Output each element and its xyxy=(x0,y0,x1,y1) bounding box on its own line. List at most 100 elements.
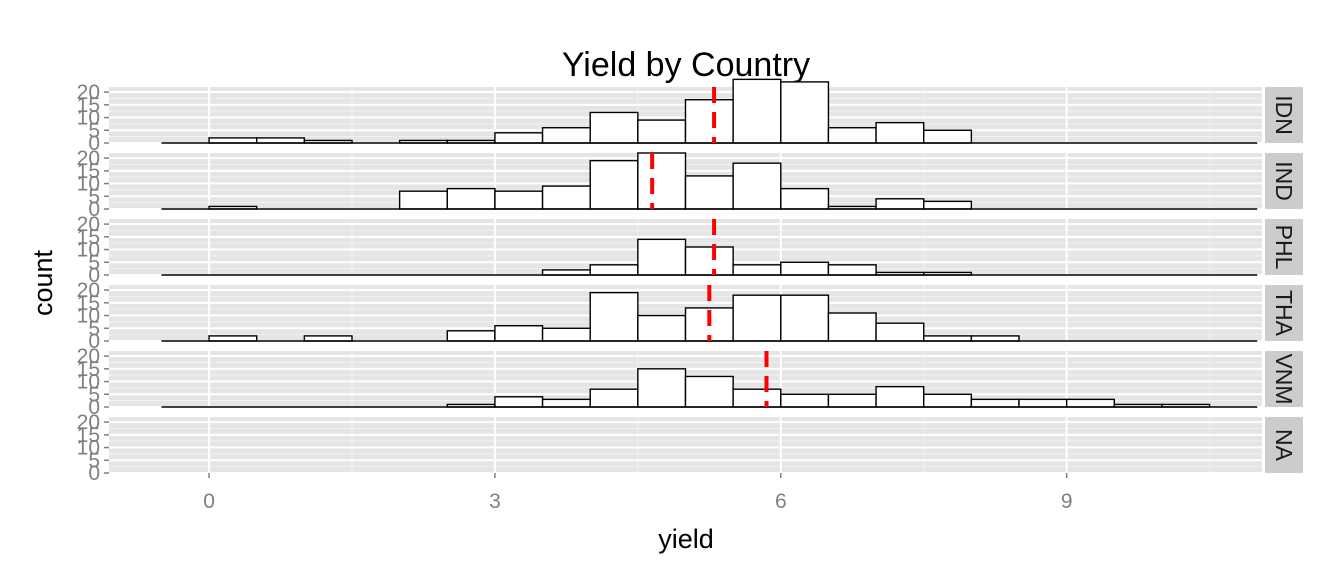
histogram-bar xyxy=(541,398,591,408)
histogram-bar xyxy=(875,121,925,144)
y-tick-label: 10 xyxy=(77,371,100,394)
histogram-bar xyxy=(827,393,877,408)
histogram-bar xyxy=(875,385,925,408)
x-axis: 0 3 6 9 xyxy=(203,473,1073,513)
histogram-bar xyxy=(875,198,925,210)
y-tick-label: 5 xyxy=(88,383,100,406)
chart-title: Yield by Country xyxy=(562,46,810,84)
facet-strip-label: VNM xyxy=(1271,353,1297,404)
histogram-bar xyxy=(780,81,830,144)
histogram-bar xyxy=(923,129,973,144)
histogram-bar xyxy=(1065,398,1116,408)
histogram-bar xyxy=(637,368,687,408)
histogram-bar xyxy=(827,127,877,144)
histogram-bar xyxy=(827,312,877,342)
histogram-bar xyxy=(398,190,448,210)
histogram-bar xyxy=(732,264,782,276)
histogram-bar xyxy=(446,330,496,342)
histogram-bar xyxy=(446,187,496,210)
histogram-bar xyxy=(732,78,782,144)
panel-background xyxy=(109,417,1262,473)
histogram-bar xyxy=(589,159,639,210)
histogram-bar xyxy=(732,162,782,210)
y-tick-label: 10 xyxy=(77,239,100,262)
facet-strip-label: IDN xyxy=(1271,95,1297,135)
histogram-bar xyxy=(589,264,639,276)
x-axis-title: yield xyxy=(658,524,714,554)
facet-panels: 05101520IDN05101520IND05101520PHL0510152… xyxy=(77,78,1303,485)
facet-strip xyxy=(1265,153,1303,209)
facet-strip xyxy=(1265,417,1303,473)
histogram-bar xyxy=(923,393,973,408)
histogram-bar xyxy=(684,375,734,408)
x-tick-label: 6 xyxy=(775,490,787,513)
facet-strip-label: NA xyxy=(1271,429,1297,462)
y-tick-label: 0 xyxy=(88,396,100,419)
histogram-bar xyxy=(780,294,830,342)
histogram-bar xyxy=(875,322,925,342)
histogram-bar xyxy=(684,99,734,144)
facet-strip-label: PHL xyxy=(1271,225,1297,270)
y-tick-label: 15 xyxy=(77,226,100,249)
histogram-bar xyxy=(780,393,830,408)
histogram-bar xyxy=(637,119,687,144)
histogram-bar xyxy=(494,132,544,144)
y-tick-label: 10 xyxy=(77,107,100,130)
y-axis-title: count xyxy=(28,249,58,316)
histogram-bar xyxy=(541,185,591,210)
facet-strip-label: IND xyxy=(1271,161,1297,201)
histogram-bar xyxy=(637,238,687,276)
facet-strip xyxy=(1265,285,1303,341)
histogram-bar xyxy=(1018,398,1068,408)
y-tick-label: 15 xyxy=(77,94,100,117)
y-tick-label: 0 xyxy=(88,462,100,485)
histogram-bar xyxy=(732,388,782,408)
y-tick-label: 5 xyxy=(88,251,100,274)
histogram-bar xyxy=(637,314,687,342)
facet-strip xyxy=(1265,87,1303,143)
facet-strip xyxy=(1265,219,1303,275)
y-tick-label: 10 xyxy=(77,305,100,328)
histogram-bar xyxy=(589,291,639,342)
y-tick-label: 5 xyxy=(88,449,100,472)
histogram-bar xyxy=(732,294,782,342)
y-tick-label: 20 xyxy=(77,147,100,170)
x-tick-label: 3 xyxy=(489,490,501,513)
histogram-bar xyxy=(827,264,877,276)
facet-strip-label: THA xyxy=(1271,290,1297,337)
y-tick-label: 5 xyxy=(88,119,100,142)
histogram-bar xyxy=(923,200,973,210)
y-tick-label: 0 xyxy=(88,330,100,353)
y-tick-label: 10 xyxy=(77,437,100,460)
y-tick-label: 0 xyxy=(88,264,100,287)
histogram-bar xyxy=(780,261,830,276)
x-tick-label: 9 xyxy=(1061,490,1073,513)
y-tick-label: 15 xyxy=(77,160,100,183)
histogram-bar xyxy=(589,111,639,144)
y-tick-label: 20 xyxy=(77,213,100,236)
histogram-bar xyxy=(494,396,544,408)
y-tick-label: 20 xyxy=(77,345,100,368)
y-tick-label: 15 xyxy=(77,358,100,381)
histogram-bar xyxy=(684,246,734,276)
histogram-bar xyxy=(970,398,1020,408)
histogram-bar xyxy=(494,325,544,342)
histogram-bar xyxy=(589,388,639,408)
histogram-bar xyxy=(541,127,591,144)
facet-strip xyxy=(1265,351,1303,407)
y-tick-label: 0 xyxy=(88,198,100,221)
y-tick-label: 15 xyxy=(77,292,100,315)
histogram-bar xyxy=(541,327,591,342)
y-tick-label: 0 xyxy=(88,132,100,155)
histogram-bar xyxy=(684,175,734,210)
y-tick-label: 20 xyxy=(77,81,100,104)
y-tick-label: 5 xyxy=(88,185,100,208)
histogram-bar xyxy=(780,187,830,210)
y-tick-label: 20 xyxy=(77,279,100,302)
